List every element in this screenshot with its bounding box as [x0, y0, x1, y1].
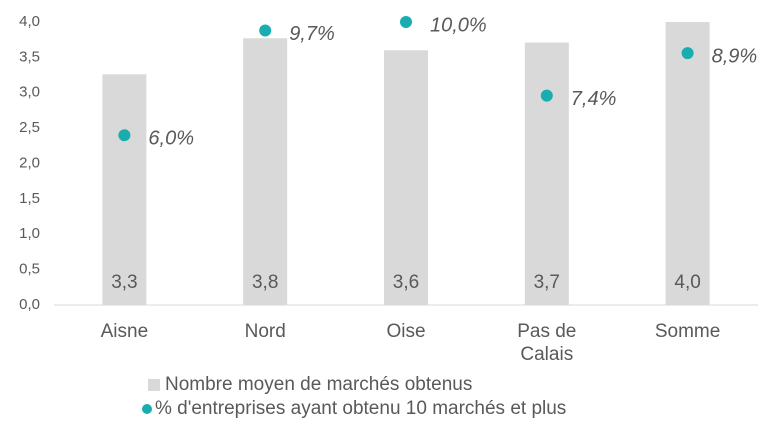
y-tick-label: 1,0 — [19, 225, 40, 242]
y-tick-label: 2,5 — [19, 119, 40, 136]
bar-label: 3,8 — [252, 272, 278, 293]
y-tick-label: 4,0 — [19, 13, 40, 30]
y-tick-label: 3,0 — [19, 84, 40, 101]
point-label: 8,9% — [712, 45, 758, 67]
bar — [102, 74, 147, 305]
bar — [524, 42, 569, 306]
point-label: 10,0% — [430, 14, 487, 36]
y-tick-label: 0,0 — [19, 296, 40, 313]
point — [400, 16, 412, 28]
point — [118, 129, 131, 142]
legend-label: % d'entreprises ayant obtenu 10 marchés … — [155, 398, 566, 419]
x-tick-label: Aisne — [100, 321, 149, 342]
bar — [243, 38, 288, 306]
point — [540, 89, 553, 102]
point-label: 7,4% — [571, 88, 617, 110]
bar-label: 3,3 — [111, 272, 137, 293]
x-tick-label: Pas de Calais — [517, 321, 577, 365]
bar — [665, 22, 710, 305]
x-tick-label: Nord — [244, 321, 286, 342]
point — [681, 47, 694, 60]
point-label: 9,7% — [289, 23, 335, 45]
point — [259, 24, 272, 37]
y-tick-label: 3,5 — [19, 48, 40, 65]
y-tick-label: 0,5 — [19, 261, 40, 278]
bar-label: 3,7 — [534, 272, 560, 293]
bar-label: 3,6 — [393, 272, 419, 293]
bar — [384, 50, 428, 305]
x-tick-label: Oise — [386, 321, 426, 342]
legend-label: Nombre moyen de marchés obtenus — [165, 374, 472, 395]
x-tick-label: Somme — [654, 321, 721, 342]
bar-label: 4,0 — [674, 272, 700, 293]
y-tick-label: 1,5 — [19, 190, 40, 207]
y-tick-label: 2,0 — [19, 154, 40, 171]
legend-swatch — [142, 404, 152, 414]
legend-swatch — [148, 379, 160, 391]
point-label: 6,0% — [148, 127, 194, 149]
